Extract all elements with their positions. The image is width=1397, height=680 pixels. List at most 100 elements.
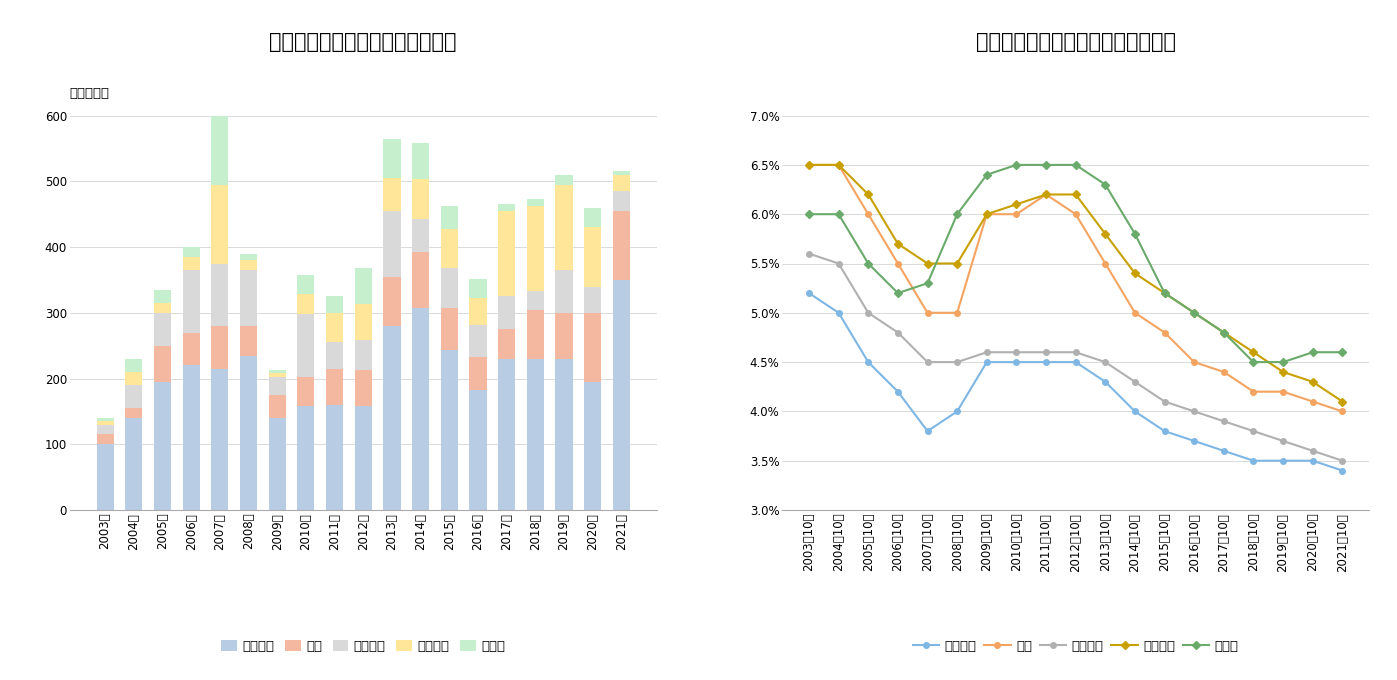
オフィス (890, 388, 907, 396)
オフィス (949, 407, 965, 415)
住宅 (861, 210, 877, 218)
オフィス (1067, 358, 1084, 366)
Bar (584, 313, 601, 382)
物流施設 (919, 259, 936, 267)
住宅 (1186, 358, 1203, 366)
Bar (383, 211, 401, 277)
Bar (613, 175, 630, 191)
物流施設 (1097, 230, 1113, 238)
Bar (154, 345, 170, 382)
Bar (584, 227, 601, 286)
オフィス (1038, 358, 1055, 366)
商業施設 (1215, 417, 1232, 426)
Bar (469, 390, 486, 510)
Bar (383, 326, 401, 510)
Bar (240, 326, 257, 356)
Bar (326, 405, 344, 510)
商業施設 (1067, 348, 1084, 356)
オフィス (978, 358, 995, 366)
住宅 (890, 259, 907, 267)
Bar (126, 372, 142, 385)
オフィス (1334, 466, 1351, 475)
Bar (527, 205, 543, 291)
オフィス (1305, 457, 1322, 465)
Legend: オフィス, 住宅, 商業施設, 物流施設, ホテル: オフィス, 住宅, 商業施設, 物流施設, ホテル (908, 635, 1243, 658)
オフィス (1245, 457, 1261, 465)
ホテル (949, 210, 965, 218)
住宅 (1067, 210, 1084, 218)
ホテル (830, 210, 847, 218)
オフィス (830, 309, 847, 317)
Bar (584, 382, 601, 510)
物流施設 (1305, 378, 1322, 386)
Bar (211, 263, 229, 326)
商業施設 (890, 328, 907, 337)
Bar (298, 314, 314, 377)
Bar (268, 373, 286, 377)
ホテル (1126, 230, 1143, 238)
Bar (183, 270, 200, 333)
物流施設 (800, 160, 817, 169)
Bar (326, 313, 344, 343)
Bar (412, 307, 429, 510)
商業施設 (861, 309, 877, 317)
オフィス (1215, 447, 1232, 455)
商業施設 (1245, 427, 1261, 435)
物流施設 (1274, 368, 1291, 376)
住宅 (800, 160, 817, 169)
ホテル (861, 259, 877, 267)
商業施設 (1038, 348, 1055, 356)
Bar (355, 268, 372, 304)
Bar (383, 277, 401, 326)
商業施設 (1305, 447, 1322, 455)
オフィス (1126, 407, 1143, 415)
Bar (240, 356, 257, 510)
ホテル (890, 289, 907, 297)
商業施設 (978, 348, 995, 356)
物流施設 (1186, 309, 1203, 317)
物流施設 (830, 160, 847, 169)
Text: 図表２：不動産期待利回り（東京）: 図表２：不動産期待利回り（東京） (975, 33, 1176, 52)
Legend: オフィス, 住宅, 商業施設, 物流施設, ホテル: オフィス, 住宅, 商業施設, 物流施設, ホテル (217, 635, 510, 658)
商業施設 (1334, 457, 1351, 465)
住宅 (1215, 368, 1232, 376)
Bar (469, 358, 486, 390)
Bar (211, 326, 229, 369)
商業施設 (1126, 378, 1143, 386)
ホテル (978, 171, 995, 179)
Bar (613, 280, 630, 510)
Bar (154, 382, 170, 510)
Bar (497, 296, 515, 329)
Bar (412, 219, 429, 252)
Bar (183, 257, 200, 270)
ホテル (1334, 348, 1351, 356)
オフィス (1097, 378, 1113, 386)
住宅 (1126, 309, 1143, 317)
商業施設 (800, 250, 817, 258)
Bar (96, 424, 113, 435)
Bar (440, 228, 458, 268)
物流施設 (949, 259, 965, 267)
Bar (383, 139, 401, 178)
ホテル (1157, 289, 1173, 297)
Bar (240, 270, 257, 326)
住宅 (1097, 259, 1113, 267)
Bar (355, 304, 372, 341)
Line: オフィス: オフィス (806, 290, 1345, 473)
Bar (527, 199, 543, 205)
住宅 (1334, 407, 1351, 415)
ホテル (1097, 180, 1113, 188)
住宅 (919, 309, 936, 317)
商業施設 (1009, 348, 1025, 356)
Text: 図表１：不動産取引額（億ドル）: 図表１：不動産取引額（億ドル） (270, 33, 457, 52)
Text: （億ドル）: （億ドル） (70, 87, 110, 100)
Bar (326, 296, 344, 313)
Bar (556, 184, 573, 270)
オフィス (861, 358, 877, 366)
Line: 物流施設: 物流施設 (806, 162, 1345, 405)
物流施設 (1126, 269, 1143, 277)
ホテル (1215, 328, 1232, 337)
Bar (240, 254, 257, 260)
Bar (126, 408, 142, 418)
Bar (556, 359, 573, 510)
